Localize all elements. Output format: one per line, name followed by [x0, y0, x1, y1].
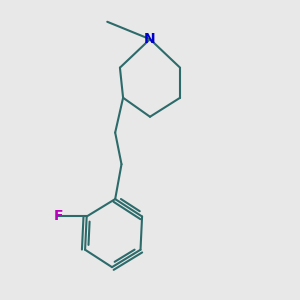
Text: F: F: [53, 209, 63, 224]
Text: N: N: [144, 32, 156, 46]
